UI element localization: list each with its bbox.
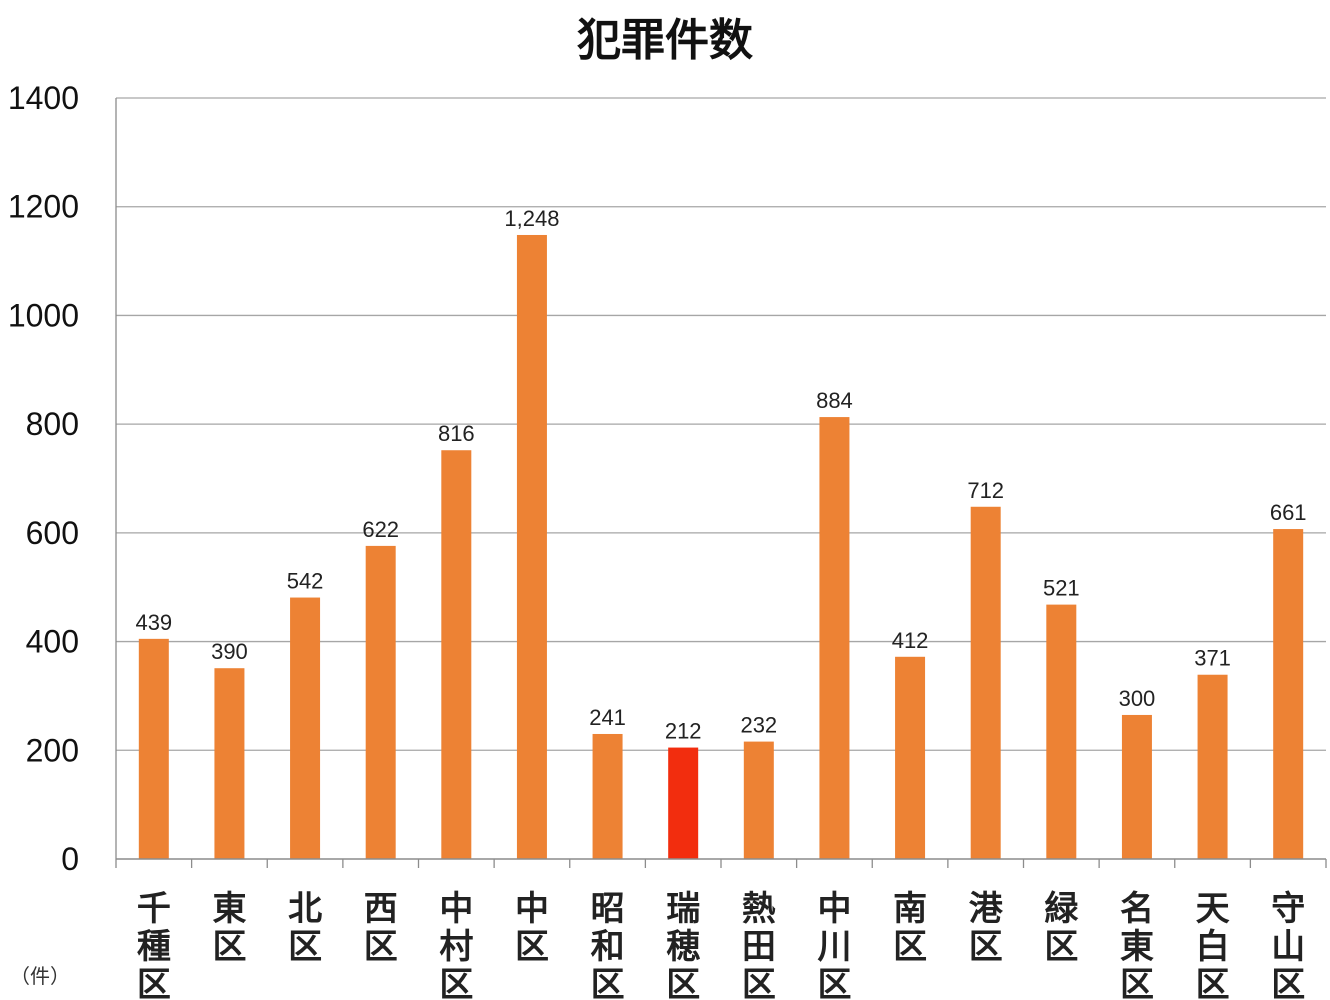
chart-title: 犯罪件数 [577,15,753,66]
y-tick-label: 400 [26,624,79,660]
y-tick-label: 200 [26,732,79,768]
category-label: 瑞穂区 [666,889,700,1000]
bar [441,450,472,859]
data-label: 1,248 [504,206,559,231]
category-label: 西区 [364,889,398,967]
category-label: 守山区 [1271,889,1305,1000]
bar [668,747,699,859]
data-labels: 439 390 542 622 816 1,248 241 212 232 884 412 712 52… [135,206,1306,744]
data-label: 300 [1119,686,1156,711]
data-label: 412 [892,628,929,653]
data-label: 521 [1043,576,1080,601]
category-label: 南区 [893,889,927,967]
bar [592,733,623,859]
data-label: 542 [287,569,324,594]
category-label: 天白区 [1196,889,1230,1000]
category-label: 東区 [212,889,246,967]
bar [1121,714,1152,859]
data-label: 232 [740,713,777,738]
y-tick-label: 1000 [8,297,79,333]
bar [214,668,245,859]
bar [1046,604,1077,859]
data-label: 661 [1270,500,1307,525]
category-label: 昭和区 [591,889,625,1000]
bar [290,597,321,859]
category-label: 港区 [969,889,1004,967]
y-axis-tick-labels: 0 200 400 600 800 1000 1200 1400 [8,80,79,877]
data-label: 212 [665,719,702,744]
bar [819,417,850,859]
data-label: 712 [967,478,1004,503]
y-unit-label: （件） [10,964,70,988]
data-label: 622 [362,517,399,542]
y-tick-label: 1200 [8,189,79,225]
bar [743,741,774,859]
data-label: 816 [438,421,475,446]
category-label: 中区 [515,889,549,967]
category-label: 中村区 [439,889,473,1000]
axes [115,98,1327,868]
bar [365,545,396,859]
data-label: 241 [589,705,626,730]
category-label: 熱田区 [742,889,776,1000]
data-label: 439 [135,610,172,635]
category-label: 千種区 [137,889,171,1000]
bar [1197,674,1228,859]
category-label: 中川区 [817,889,851,1000]
bars [138,234,1304,860]
data-label: 884 [816,388,853,413]
bar [138,638,169,859]
category-label: 名東区 [1120,889,1154,1000]
bar [895,656,926,859]
data-label: 390 [211,639,248,664]
y-tick-label: 600 [26,515,79,551]
data-label: 371 [1194,646,1231,671]
y-tick-label: 1400 [8,80,79,116]
y-tick-label: 800 [26,406,79,442]
category-label: 北区 [288,889,322,967]
bar [970,506,1001,859]
bar [516,234,547,860]
bar [1273,529,1304,859]
y-tick-label: 0 [61,841,79,877]
category-label: 緑区 [1044,889,1079,967]
